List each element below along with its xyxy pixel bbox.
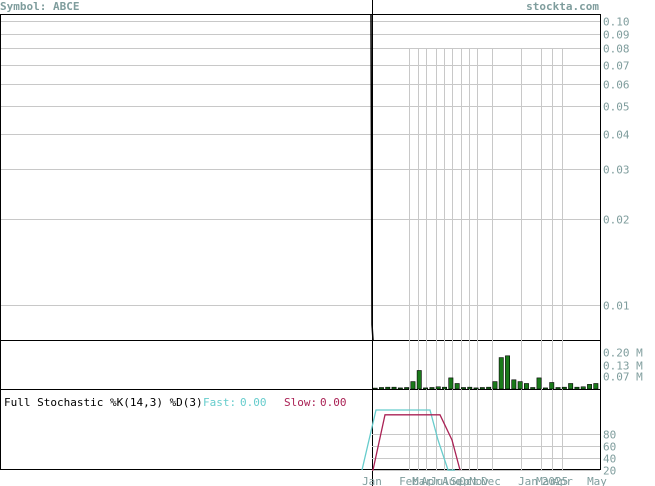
volume-bar: [549, 382, 555, 390]
x-tick-label: Jul: [430, 475, 450, 486]
x-tick-label: 2025: [542, 475, 569, 486]
volume-bar: [511, 379, 517, 390]
volume-bar: [410, 381, 416, 390]
x-tick-label: Mar: [412, 475, 432, 486]
volume-bar: [580, 386, 586, 390]
volume-panel-frame: [0, 340, 601, 390]
x-tick-label: Aug: [442, 475, 462, 486]
volume-bar: [498, 357, 504, 390]
indicator-title: Full Stochastic %K(14,3) %D(3): [4, 396, 203, 409]
volume-tick-label: 0.20 M: [603, 347, 643, 360]
stochastic-tick-label: 20: [603, 465, 616, 478]
volume-bar: [454, 383, 460, 390]
x-tick-label: Mar: [536, 475, 556, 486]
price-tick-label: 0.01: [603, 300, 630, 313]
volume-bar: [479, 387, 485, 390]
volume-bar: [536, 377, 542, 390]
volume-layer: [372, 355, 599, 390]
x-tick-label: Sep: [450, 475, 470, 486]
volume-bar: [442, 386, 447, 390]
stochastic-slow-line: [372, 414, 461, 471]
volume-bar: [542, 387, 548, 390]
volume-bar: [467, 386, 473, 390]
volume-bar: [423, 387, 428, 390]
price-tick-label: 0.08: [603, 43, 630, 56]
volume-bar: [492, 381, 498, 390]
symbol-label: Symbol: ABCE: [0, 0, 80, 13]
volume-bar: [385, 386, 391, 390]
price-tick-label: 0.04: [603, 129, 630, 142]
x-tick-label: Nov: [469, 475, 489, 486]
price-series-line: [370, 14, 374, 341]
volume-bar: [460, 387, 466, 390]
grid-layer: [1, 0, 600, 486]
volume-bar: [505, 355, 510, 390]
volume-bar: [593, 383, 599, 390]
price-tick-label: 0.05: [603, 101, 630, 114]
volume-bar: [372, 387, 378, 390]
price-tick-label: 0.09: [603, 29, 630, 42]
volume-bar: [568, 383, 574, 390]
price-tick-label: 0.06: [603, 79, 630, 92]
slow-value: 0.00: [320, 396, 347, 409]
x-tick-label: Feb: [399, 475, 419, 486]
volume-bar: [416, 370, 422, 390]
volume-bar: [555, 387, 561, 390]
volume-tick-label: 0.07 M: [603, 371, 643, 384]
fast-value: 0.00: [240, 396, 267, 409]
fast-label: Fast:: [203, 396, 236, 409]
volume-bar: [523, 383, 529, 390]
stochastic-tick-label: 80: [603, 429, 616, 442]
volume-bar: [473, 387, 479, 390]
stochastic-layer: [361, 409, 461, 471]
price-tick-label: 0.07: [603, 60, 630, 73]
volume-bar: [587, 384, 593, 390]
x-tick-label: Apr: [421, 475, 441, 486]
volume-bar: [435, 386, 441, 390]
volume-bar: [574, 386, 580, 390]
price-tick-label: 0.02: [603, 214, 630, 227]
volume-bar: [429, 387, 435, 390]
volume-bar: [448, 377, 454, 390]
stochastic-panel-frame: [0, 389, 601, 470]
stochastic-fast-line: [361, 409, 455, 471]
price-tick-label: 0.03: [603, 164, 630, 177]
volume-bar: [561, 386, 567, 390]
stochastic-tick-label: 60: [603, 441, 616, 454]
volume-bar: [378, 387, 384, 390]
volume-bar: [517, 381, 523, 390]
volume-bar: [530, 387, 536, 390]
label-layer: 0.100.090.08 0.07 0.06 0.05 0.04 0.03 0.02 0.01…: [362, 16, 643, 486]
volume-bar: [486, 386, 492, 390]
price-tick-label: 0.10: [603, 16, 630, 29]
site-label: stockta.com: [526, 0, 599, 13]
x-tick-label: Jan: [362, 475, 382, 486]
volume-bar: [404, 387, 410, 390]
slow-label: Slow:: [284, 396, 317, 409]
x-tick-label: Oct: [459, 475, 479, 486]
x-tick-label: Jan: [518, 475, 538, 486]
x-tick-label: Dec: [481, 475, 501, 486]
volume-bar: [391, 386, 397, 390]
price-layer: [370, 14, 374, 341]
price-panel-frame: [0, 14, 601, 341]
volume-bar: [397, 387, 403, 390]
x-tick-label: Apr: [553, 475, 573, 486]
volume-tick-label: 0.13 M: [603, 360, 643, 373]
x-tick-label: May: [587, 475, 607, 486]
stochastic-tick-label: 40: [603, 453, 616, 466]
